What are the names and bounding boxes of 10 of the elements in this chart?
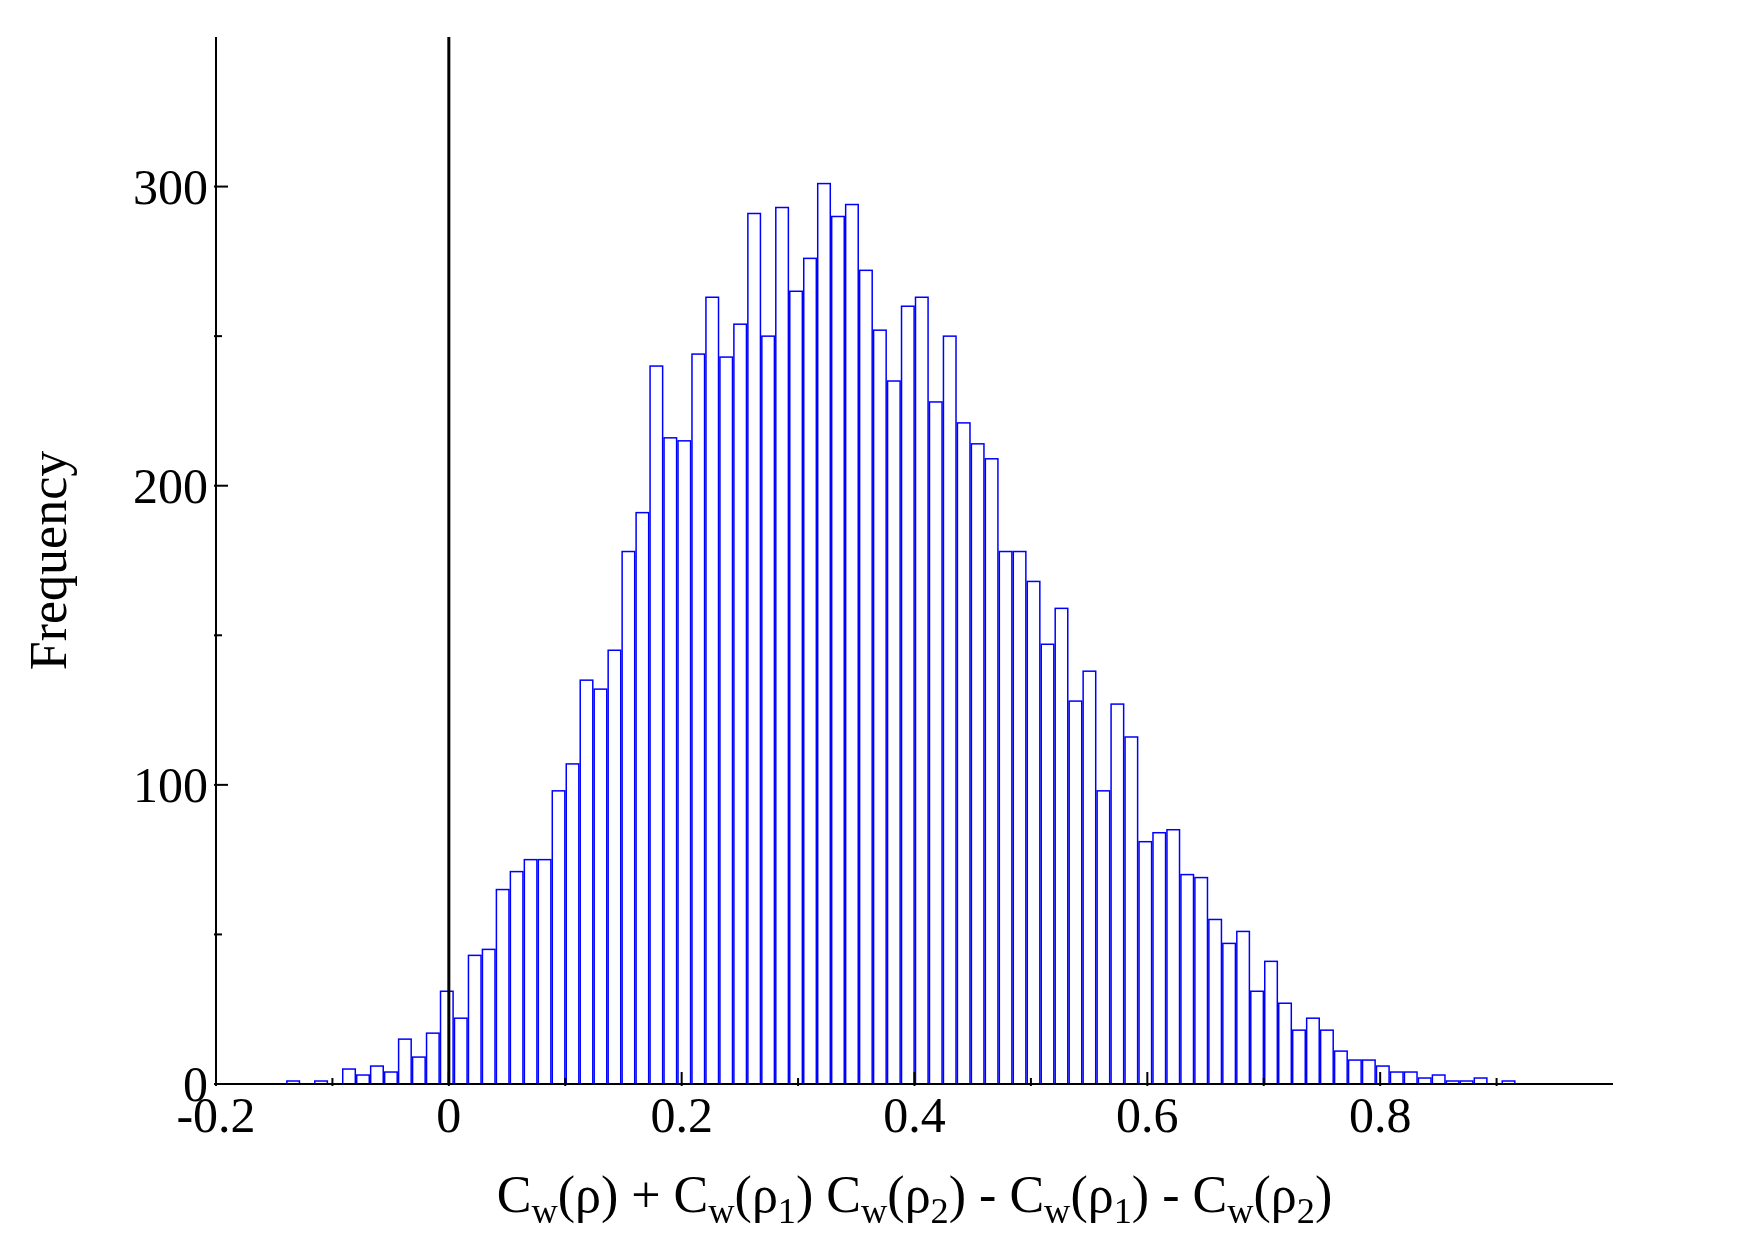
x-tick-label: 0.8	[1348, 1087, 1412, 1143]
y-axis-title: Frequency	[20, 450, 77, 671]
text: C$_{w}$(ρ) + C$_{w}$(ρ$_{1}$) C$_{w}$(ρ$_{2}$) - C$_{w}$(ρ$_{1}$) - C$_{w}$(ρ$_{2}$)	[496, 1166, 1333, 1231]
x-tick-label: 0.4	[883, 1087, 946, 1143]
y-tick-label: 100	[133, 756, 208, 813]
x-tick-label: 0.6	[1116, 1087, 1179, 1143]
x-tick-label: 0.2	[650, 1087, 713, 1143]
y-tick-label: 200	[133, 457, 208, 514]
x-tick-label: 0	[436, 1087, 462, 1143]
y-tick-label: 300	[133, 158, 208, 215]
